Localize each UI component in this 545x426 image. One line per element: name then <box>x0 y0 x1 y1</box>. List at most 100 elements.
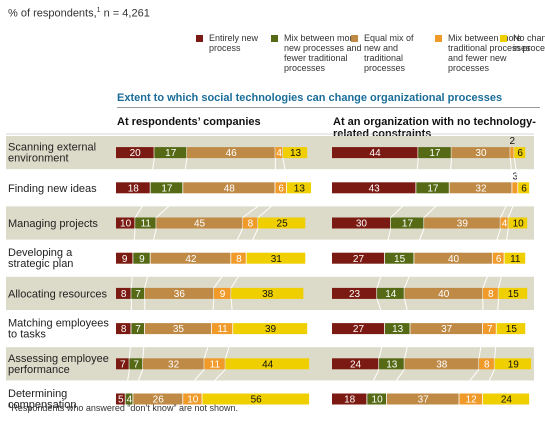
bar-segment <box>459 393 483 405</box>
connector-line <box>132 369 144 394</box>
connector-line <box>386 369 405 394</box>
bar-segment <box>150 252 231 264</box>
data-label: 9 <box>220 289 226 300</box>
connector-line <box>213 263 232 289</box>
data-label: 8 <box>121 289 127 300</box>
data-label: 56 <box>251 395 263 406</box>
connector-line <box>132 228 136 253</box>
connector-line <box>376 263 386 289</box>
connector-line <box>509 158 513 183</box>
legend-label: Entirely new process <box>209 33 259 53</box>
chart-title: Extent to which social technologies can … <box>117 92 503 104</box>
data-label: 43 <box>369 183 381 194</box>
data-label: 4 <box>276 148 282 159</box>
connector-line <box>230 263 247 289</box>
bar-segment <box>500 217 508 229</box>
data-label: 24 <box>501 395 513 406</box>
bar-segment <box>482 323 496 335</box>
bar-segment <box>498 287 528 299</box>
connector-line <box>242 192 276 218</box>
data-label: 9 <box>139 254 145 265</box>
bar-segment <box>183 182 275 194</box>
bar-segment <box>144 287 214 299</box>
data-label: 8 <box>121 324 127 335</box>
bar-segment <box>135 217 156 229</box>
legend-swatch <box>500 35 507 42</box>
legend-label: Mix between more traditional processes and… <box>448 33 531 73</box>
connector-line <box>182 368 205 394</box>
data-label: 6 <box>278 183 284 194</box>
category-label: Scanning external environment <box>8 142 96 165</box>
data-label: 35 <box>173 324 185 335</box>
connector-line <box>128 334 132 359</box>
bar-segment <box>144 323 212 335</box>
data-label: 13 <box>392 324 404 335</box>
data-label: 4 <box>502 219 508 230</box>
data-label: 17 <box>165 148 177 159</box>
data-label: 8 <box>484 359 490 370</box>
bar-segment <box>116 252 133 264</box>
data-label: 45 <box>194 219 206 230</box>
bar-segment <box>332 323 385 335</box>
connector-line <box>246 228 259 253</box>
bar-segment <box>183 393 202 405</box>
category-label: Developing a strategic plan <box>8 247 73 270</box>
footnote-marker: 1 <box>96 7 101 14</box>
bar-segment <box>410 323 483 335</box>
bar-segment <box>116 393 125 405</box>
bar-segment <box>116 182 150 194</box>
connector-line <box>482 369 496 394</box>
bar-segment <box>332 217 390 229</box>
data-label: 18 <box>344 395 356 406</box>
bar-segment <box>231 287 304 299</box>
bar-segment <box>116 358 129 370</box>
data-label: 31 <box>271 254 283 265</box>
data-label: 38 <box>436 359 448 370</box>
data-label: 17 <box>429 148 441 159</box>
bar-segment <box>131 323 144 335</box>
category-label: Finding new ideas <box>8 183 97 195</box>
data-label: 17 <box>161 183 173 194</box>
bar-segment <box>133 252 150 264</box>
connector-line <box>498 263 505 289</box>
footnote: 1Respondents who answered “don’t know” a… <box>8 403 238 413</box>
data-label: 10 <box>187 395 199 406</box>
bar-segment <box>514 147 526 159</box>
bar-segment <box>131 287 144 299</box>
data-label: 26 <box>153 395 165 406</box>
bar-segment <box>332 393 367 405</box>
data-label: 8 <box>236 254 242 265</box>
data-label: 27 <box>353 254 365 265</box>
legend-label: No changein process <box>513 33 545 53</box>
category-label: Managing projects <box>8 218 98 230</box>
connector-line <box>503 228 509 253</box>
category-label: Matching employees to tasks <box>8 318 109 341</box>
bar-segment <box>116 323 131 335</box>
bar-segment <box>518 182 530 194</box>
data-label: 27 <box>353 324 365 335</box>
connector-line <box>507 193 519 218</box>
bar-segment <box>156 217 242 229</box>
data-label: 39 <box>457 219 469 230</box>
connector-line <box>423 192 450 218</box>
bar-segment <box>116 217 135 229</box>
bar-segment <box>479 358 494 370</box>
category-label: Allocating resources <box>8 288 108 300</box>
legend-label: Equal mix of new and traditional processes <box>364 33 414 73</box>
chart-subtitle: % of respondents,1 n = 4,261 <box>8 7 150 20</box>
bar-segment <box>332 182 416 194</box>
data-label: 40 <box>448 254 460 265</box>
data-label: 46 <box>226 148 238 159</box>
bar-segment <box>451 147 510 159</box>
bar-segment <box>404 287 483 299</box>
bar-segment <box>367 393 387 405</box>
bar-segment <box>212 323 233 335</box>
data-label: 10 <box>120 219 132 230</box>
connector-line <box>203 333 213 359</box>
data-label: 38 <box>262 289 274 300</box>
connector-line <box>257 192 288 218</box>
bar-segment <box>332 147 418 159</box>
connector-line <box>482 263 494 289</box>
category-label: Assessing employee performance <box>8 353 109 376</box>
